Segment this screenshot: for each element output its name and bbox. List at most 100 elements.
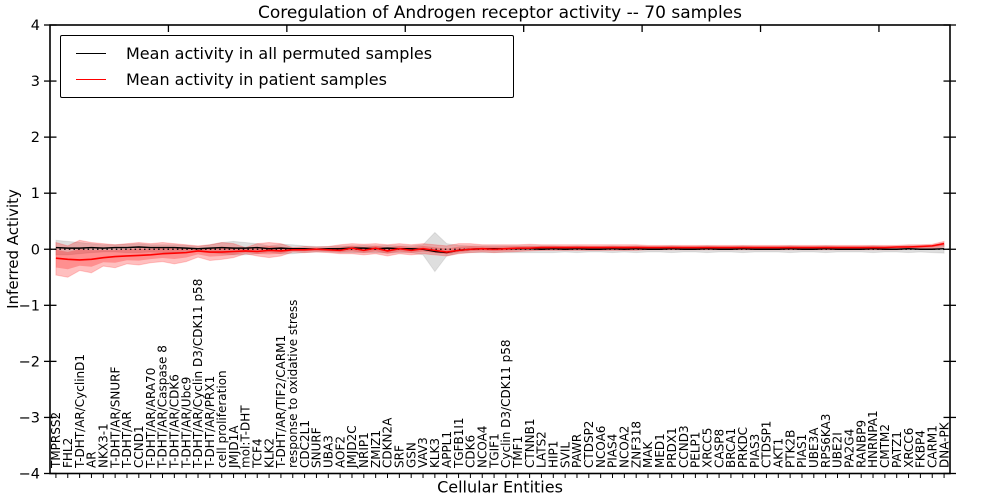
x-category-label: PRDX1: [665, 427, 679, 468]
x-category-label: UBE3A: [807, 427, 821, 468]
legend-item-patient: Mean activity in patient samples: [61, 70, 513, 89]
x-category-label: T-DHT/AR/CyclinD1: [73, 354, 87, 469]
legend-item-permuted: Mean activity in all permuted samples: [61, 44, 513, 63]
x-category-label: APPL1: [440, 431, 454, 468]
x-category-label: CASP8: [712, 429, 726, 468]
x-category-label: FHL2: [61, 438, 75, 468]
x-category-label: SRF: [393, 445, 407, 468]
legend-line-patient-icon: [76, 79, 106, 81]
x-category-label: XRCC5: [700, 428, 714, 468]
x-category-label: NCOA4: [475, 426, 489, 468]
y-tick-label: −4: [19, 467, 40, 483]
x-category-label: ZNF318: [629, 421, 643, 468]
x-category-label: T-DHT/AR/SNURF: [108, 367, 122, 470]
x-category-label: T-DHT/AR/ARA70: [144, 368, 158, 469]
x-category-label: PIAS3: [748, 434, 762, 468]
y-tick-label: 4: [31, 18, 40, 34]
legend-line-permuted-icon: [76, 52, 106, 54]
x-category-label: NRIP1: [357, 432, 371, 468]
x-category-label: T-DHT/AR/Cyclin D3/CDK11 p58: [191, 279, 205, 469]
x-category-label: TMF1: [511, 436, 525, 469]
x-category-label: TGIF1: [487, 433, 501, 469]
band-permuted-spread: [55, 231, 945, 273]
x-category-label: PIAS4: [606, 434, 620, 468]
x-category-label: PAWR: [570, 434, 584, 468]
x-category-label: T-DHT/AR: [120, 411, 134, 469]
x-category-label: PELP1: [689, 432, 703, 468]
x-category-label: NCOA6: [594, 426, 608, 468]
x-category-label: HNRNPA1: [866, 410, 880, 468]
x-category-label: PATZ1: [890, 431, 904, 468]
y-tick-label: −1: [19, 298, 40, 314]
legend-label-patient: Mean activity in patient samples: [126, 70, 387, 90]
y-tick-label: −2: [19, 354, 40, 370]
x-category-label: PA2G4: [843, 429, 857, 468]
x-category-label: CCND3: [677, 425, 691, 468]
x-category-label: UBA3: [321, 435, 335, 468]
y-axis-label: Inferred Activity: [4, 189, 22, 309]
x-category-label: FKBP4: [914, 430, 928, 468]
chart-title: Coregulation of Androgen receptor activi…: [257, 3, 743, 23]
x-category-label: RANBP9: [854, 420, 868, 468]
x-category-label: NKX3-1: [96, 423, 110, 468]
x-category-label: T-DHT/AR/CDK6: [168, 374, 182, 469]
x-category-label: T-DHT/AR/PRX1: [203, 376, 217, 469]
y-tick-label: −3: [19, 410, 40, 426]
x-category-label: KLK2: [262, 438, 276, 468]
x-category-label: RPS6KA3: [819, 414, 833, 468]
x-category-label: TGFB1I1: [452, 417, 466, 469]
x-category-label: GSN: [404, 442, 418, 468]
x-category-label: HIP1: [546, 441, 560, 468]
x-category-label: SVIL: [558, 442, 572, 468]
x-category-label: mol:T-DHT: [239, 405, 253, 468]
x-axis-label: Cellular Entities: [437, 477, 563, 497]
x-category-label: LATS2: [535, 431, 549, 468]
band-patient-spread-inner: [55, 242, 945, 270]
legend: Mean activity in all permuted samples Me…: [60, 35, 514, 98]
x-category-label: CTNNB1: [523, 418, 537, 468]
x-category-label: T-DHT/AR/Ubc9: [179, 377, 193, 469]
x-category-label: cell proliferation: [215, 370, 229, 468]
x-category-label: DNA-PK: [937, 421, 951, 468]
x-category-label: response to oxidative stress: [286, 300, 300, 468]
x-category-label: JMJD1A: [227, 425, 241, 469]
x-category-label: CCND1: [132, 425, 146, 468]
x-category-label: NCOA2: [618, 426, 632, 468]
x-category-label: PRKDC: [736, 427, 750, 468]
x-category-label: PIAS1: [795, 434, 809, 468]
x-category-label: MED1: [653, 433, 667, 468]
x-category-label: T-DHT/AR/TIF2/CARM1: [274, 335, 288, 469]
x-category-label: SNURF: [310, 427, 324, 468]
x-category-label: TCF4: [250, 438, 264, 469]
x-category-label: ZMIZ1: [369, 430, 383, 468]
x-category-label: UBE2I: [831, 432, 845, 468]
x-category-label: PTK2B: [783, 430, 797, 468]
y-tick-label: 2: [31, 130, 40, 146]
x-category-label: MAK: [641, 440, 655, 468]
y-tick-label: 3: [31, 74, 40, 90]
x-category-label: CDKN2A: [381, 417, 395, 468]
x-category-label: AR: [85, 451, 99, 468]
x-category-label: AKT1: [771, 438, 785, 468]
legend-label-permuted: Mean activity in all permuted samples: [126, 43, 433, 63]
line-patient-mean: [55, 242, 945, 261]
x-category-label: CMTM2: [878, 424, 892, 468]
x-category-label: VAV3: [416, 437, 430, 468]
x-category-label: Cyclin D3/CDK11 p58: [499, 339, 513, 468]
x-category-label: CDC2L1: [298, 420, 312, 468]
x-category-label: KLK3: [428, 438, 442, 468]
x-category-label: CTDSP2: [582, 421, 596, 468]
x-category-label: JMJD2C: [345, 425, 359, 469]
x-category-label: XRCC6: [902, 428, 916, 468]
x-category-label: CARM1: [925, 425, 939, 468]
x-category-label: CDK6: [464, 435, 478, 468]
x-category-label: CTDSP1: [760, 421, 774, 468]
y-tick-label: 0: [31, 242, 40, 258]
x-category-label: AOF2: [333, 436, 347, 468]
x-category-label: TMPRSS2: [49, 412, 63, 469]
x-category-label: T-DHT/AR/Caspase 8: [156, 345, 170, 469]
y-tick-label: 1: [31, 186, 40, 202]
band-patient-spread-outer: [55, 239, 945, 278]
